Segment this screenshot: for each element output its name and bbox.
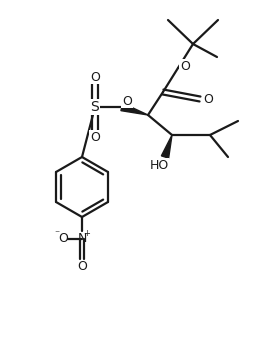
Text: O: O — [77, 260, 87, 272]
Text: O: O — [90, 70, 100, 84]
Text: ⁻: ⁻ — [54, 229, 60, 239]
Text: HO: HO — [149, 159, 169, 171]
Text: O: O — [122, 95, 132, 107]
Text: S: S — [91, 100, 99, 114]
Text: N: N — [77, 232, 87, 246]
Text: O: O — [90, 131, 100, 144]
Polygon shape — [121, 104, 148, 115]
Text: O: O — [203, 92, 213, 106]
Text: O: O — [58, 232, 68, 246]
Text: +: + — [84, 230, 90, 238]
Polygon shape — [161, 135, 172, 158]
Text: O: O — [180, 60, 190, 72]
